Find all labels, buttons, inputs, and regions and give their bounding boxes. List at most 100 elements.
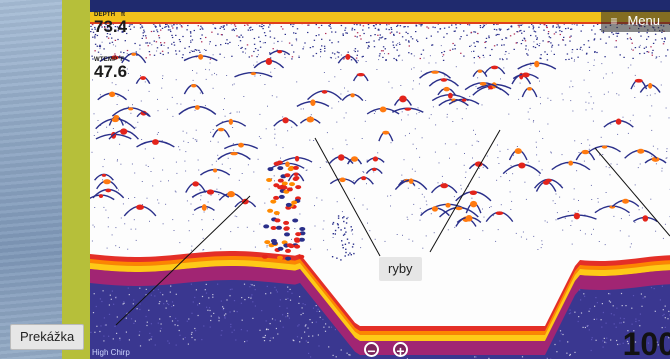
structure-echo [345,251,347,254]
fish-leader-line [429,129,501,253]
fish-core [151,139,159,145]
fish-core [469,190,478,196]
fish-core [285,161,290,168]
obstacle-echo [266,178,273,182]
fish-core [514,148,522,155]
structure-echo [334,229,337,232]
fish-core [293,172,299,177]
fish-core [455,206,463,211]
structure-echo [346,217,348,220]
zoom-in-button[interactable]: + [393,342,408,358]
obstacle-echo [287,167,294,172]
fish-core [351,156,359,162]
fish-core [101,173,107,177]
structure-echo [336,257,338,259]
fish-core [477,69,483,73]
obstacle-echo [286,243,293,248]
fish-core [642,215,649,222]
water-temp-readout: WTEMP °F 47.6 [94,57,128,81]
fish-leader-line [314,137,381,257]
obstacle-echo [263,224,270,229]
fish-callout: ryby [379,257,422,281]
obstacle-echo [276,225,282,230]
menu-button[interactable]: ≡ Menu [601,10,670,32]
structure-echo [348,242,350,244]
fish-core [227,191,236,198]
fish-core [534,60,540,68]
fish-core [339,177,346,183]
obstacle-echo [285,248,291,253]
obstacle-echo [281,181,288,186]
fish-core [526,87,533,91]
fish-core [479,81,487,86]
fish-core [282,117,289,124]
obstacle-echo [299,227,306,231]
fish-core [542,180,550,185]
fish-core [356,72,365,77]
fish-core [648,82,653,89]
bottom-return [90,256,670,341]
obstacle-echo [292,165,299,170]
obstacle-echo [270,226,277,230]
obstacle-echo [294,244,301,249]
fish-core [490,65,499,70]
fish-core [371,167,377,172]
fish-core [198,54,204,60]
depth-value: 73.4 [94,17,128,36]
structure-echo [334,233,336,235]
obstacle-echo [277,178,284,183]
structure-echo [340,259,342,261]
fish-core [191,83,197,88]
obstacle-echo [281,185,288,190]
obstacle-echo [273,211,280,215]
structure-echo [345,222,348,224]
bottom-return [90,266,670,355]
obstacle-echo [278,194,285,199]
fish-core [443,86,450,92]
fish-core [461,98,467,102]
structure-echo [352,243,355,245]
fish-core [622,198,630,204]
depth-readout: DEPTH ft 73.4 [94,12,128,36]
fish-core [495,211,504,216]
fish-core [581,149,590,155]
fish-core [321,90,328,94]
structure-echo [341,244,344,246]
fish-core [440,78,448,82]
zoom-out-button[interactable]: − [364,342,379,358]
obstacle-echo [276,160,283,165]
structure-echo [344,243,347,245]
obstacle-echo [271,241,278,246]
obstacle-echo [270,199,277,204]
fish-core [522,72,530,78]
obstacle-echo [295,185,302,190]
fish-core [238,142,244,148]
obstacle-callout: Prekážka [10,324,85,350]
structure-echo [342,247,344,249]
fish-core [250,72,257,76]
obstacle-echo [261,254,268,259]
obstacle-echo [274,218,281,223]
fish-core [228,118,234,125]
fish-core [431,206,439,212]
fish-core [128,107,134,111]
fish-core [399,95,407,103]
fish-core [470,200,478,208]
fish-core [265,58,273,65]
fish-leader-line [594,147,670,237]
obstacle-echo [273,195,280,200]
structure-echo [343,220,345,223]
fish-core [194,105,200,110]
structure-echo [337,217,340,219]
structure-echo [332,223,334,225]
fish-core [277,50,283,54]
fish-core [609,205,616,209]
structure-echo [347,254,350,256]
obstacle-echo [267,208,274,213]
structure-echo [342,217,344,219]
structure-echo [341,240,343,242]
obstacle-echo [284,232,290,237]
fish-core [306,116,315,123]
fish-core [140,76,147,80]
fish-core [294,155,300,162]
